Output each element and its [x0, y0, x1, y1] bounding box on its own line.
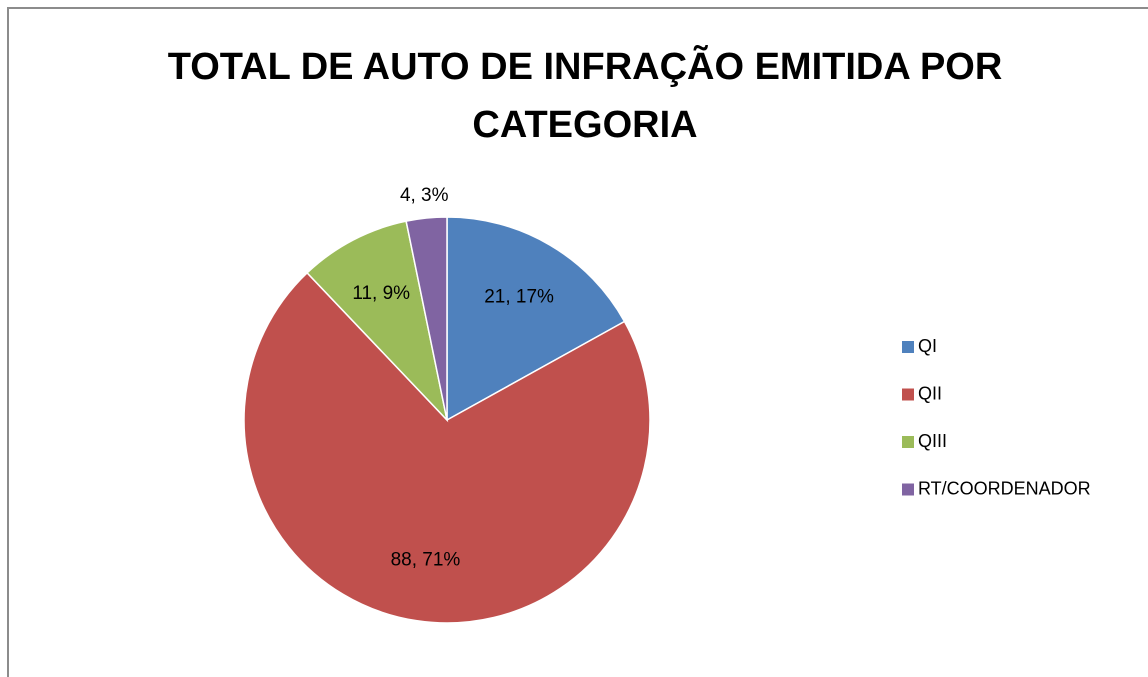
data-label: 88, 71% [391, 549, 461, 570]
chart-frame [7, 7, 1148, 677]
data-label: 11, 9% [352, 283, 410, 304]
pie-slice [243, 271, 651, 624]
pie-slice [446, 216, 626, 422]
legend-label: QI [918, 336, 937, 356]
legend-swatch [902, 341, 914, 353]
legend-label: RT/COORDENADOR [918, 478, 1091, 498]
legend-label: QII [918, 383, 942, 403]
pie-slice [306, 220, 449, 423]
legend-swatch [902, 436, 914, 448]
legend-label: QIII [918, 431, 947, 451]
legend-swatch [902, 388, 914, 401]
data-label: 4, 3% [400, 185, 449, 206]
pie-slice [405, 216, 448, 421]
chart-title: TOTAL DE AUTO DE INFRAÇÃO EMITIDA POR CA… [167, 46, 1003, 146]
data-label: 21, 17% [484, 287, 554, 308]
legend-swatch [902, 483, 914, 496]
